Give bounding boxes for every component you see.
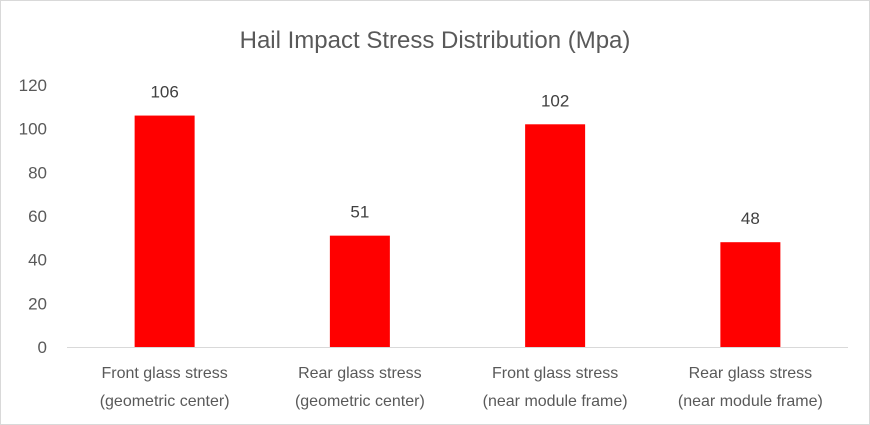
y-tick-label: 60: [28, 207, 47, 226]
y-tick-label: 80: [28, 163, 47, 182]
y-axis-ticks: 0 20 40 60 80 100 120: [19, 76, 47, 357]
data-label: 106: [150, 83, 178, 102]
y-tick-label: 100: [19, 120, 47, 139]
data-labels: 106 51 102 48: [150, 83, 759, 229]
y-tick-label: 0: [38, 338, 47, 357]
bar: [525, 124, 586, 347]
y-tick-label: 40: [28, 251, 47, 270]
bar: [329, 235, 390, 347]
data-label: 51: [350, 203, 369, 222]
y-tick-label: 120: [19, 76, 47, 95]
data-label: 102: [541, 91, 569, 110]
category-label: (geometric center): [100, 393, 230, 410]
chart-title: Hail Impact Stress Distribution (Mpa): [240, 27, 631, 54]
category-label: Rear glass stress: [298, 365, 422, 382]
category-label: Front glass stress: [492, 365, 618, 382]
data-label: 48: [741, 209, 760, 228]
bar: [134, 115, 195, 347]
category-label: Front glass stress: [101, 365, 227, 382]
y-tick-label: 20: [28, 294, 47, 313]
bars: [134, 115, 781, 347]
category-label: (near module frame): [678, 393, 823, 410]
category-label: Rear glass stress: [689, 365, 813, 382]
bar: [720, 242, 781, 347]
category-label: (near module frame): [483, 393, 628, 410]
category-label: (geometric center): [295, 393, 425, 410]
category-labels: Front glass stress (geometric center) Rear…: [100, 365, 823, 410]
